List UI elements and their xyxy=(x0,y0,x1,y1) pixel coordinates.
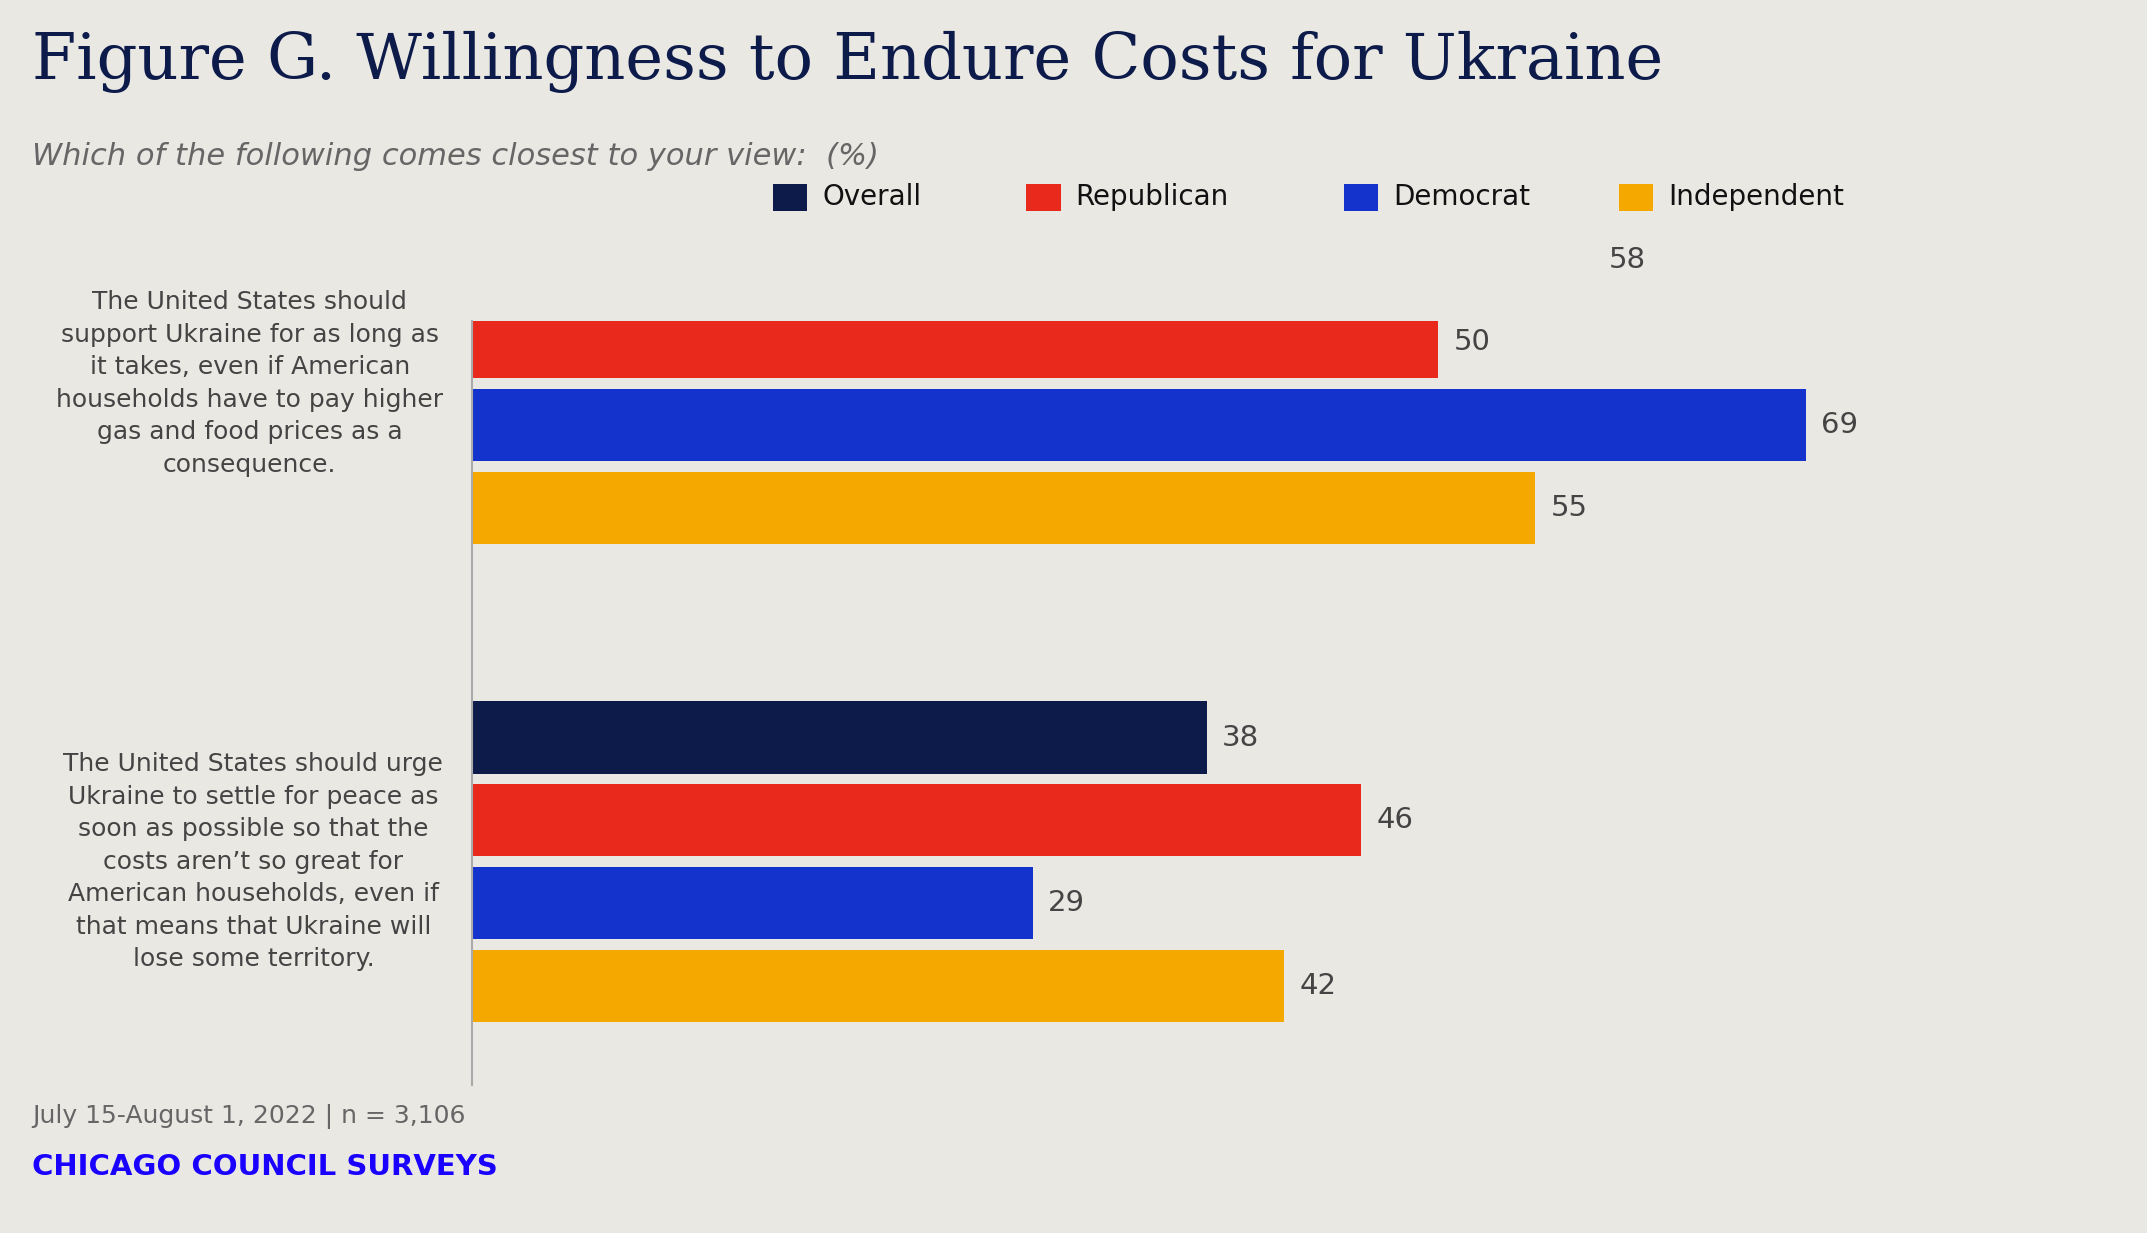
Bar xyxy=(472,949,1284,1022)
Text: 38: 38 xyxy=(1222,724,1260,752)
Text: Overall: Overall xyxy=(822,184,921,211)
Text: July 15-August 1, 2022 | n = 3,106: July 15-August 1, 2022 | n = 3,106 xyxy=(32,1104,466,1128)
Bar xyxy=(472,306,1438,379)
Text: The United States should urge
Ukraine to settle for peace as
soon as possible so: The United States should urge Ukraine to… xyxy=(64,752,442,972)
Text: Independent: Independent xyxy=(1668,184,1844,211)
Bar xyxy=(472,867,1033,940)
Text: Figure G. Willingness to Endure Costs for Ukraine: Figure G. Willingness to Endure Costs fo… xyxy=(32,31,1664,92)
Text: CHICAGO COUNCIL SURVEYS: CHICAGO COUNCIL SURVEYS xyxy=(32,1153,498,1181)
Text: 29: 29 xyxy=(1048,889,1084,917)
Text: Democrat: Democrat xyxy=(1393,184,1531,211)
Bar xyxy=(472,223,1593,296)
Text: Republican: Republican xyxy=(1076,184,1228,211)
Text: 46: 46 xyxy=(1376,806,1413,835)
Text: Which of the following comes closest to your view:  (%): Which of the following comes closest to … xyxy=(32,142,878,171)
Bar xyxy=(472,388,1806,461)
Bar xyxy=(472,702,1207,774)
Text: 42: 42 xyxy=(1299,972,1335,1000)
Text: 50: 50 xyxy=(1454,328,1490,356)
Text: 55: 55 xyxy=(1550,493,1587,522)
Bar xyxy=(472,784,1361,857)
Text: 69: 69 xyxy=(1821,411,1857,439)
Text: 58: 58 xyxy=(1608,245,1645,274)
Bar xyxy=(472,472,1535,544)
Text: The United States should
support Ukraine for as long as
it takes, even if Americ: The United States should support Ukraine… xyxy=(56,290,442,477)
